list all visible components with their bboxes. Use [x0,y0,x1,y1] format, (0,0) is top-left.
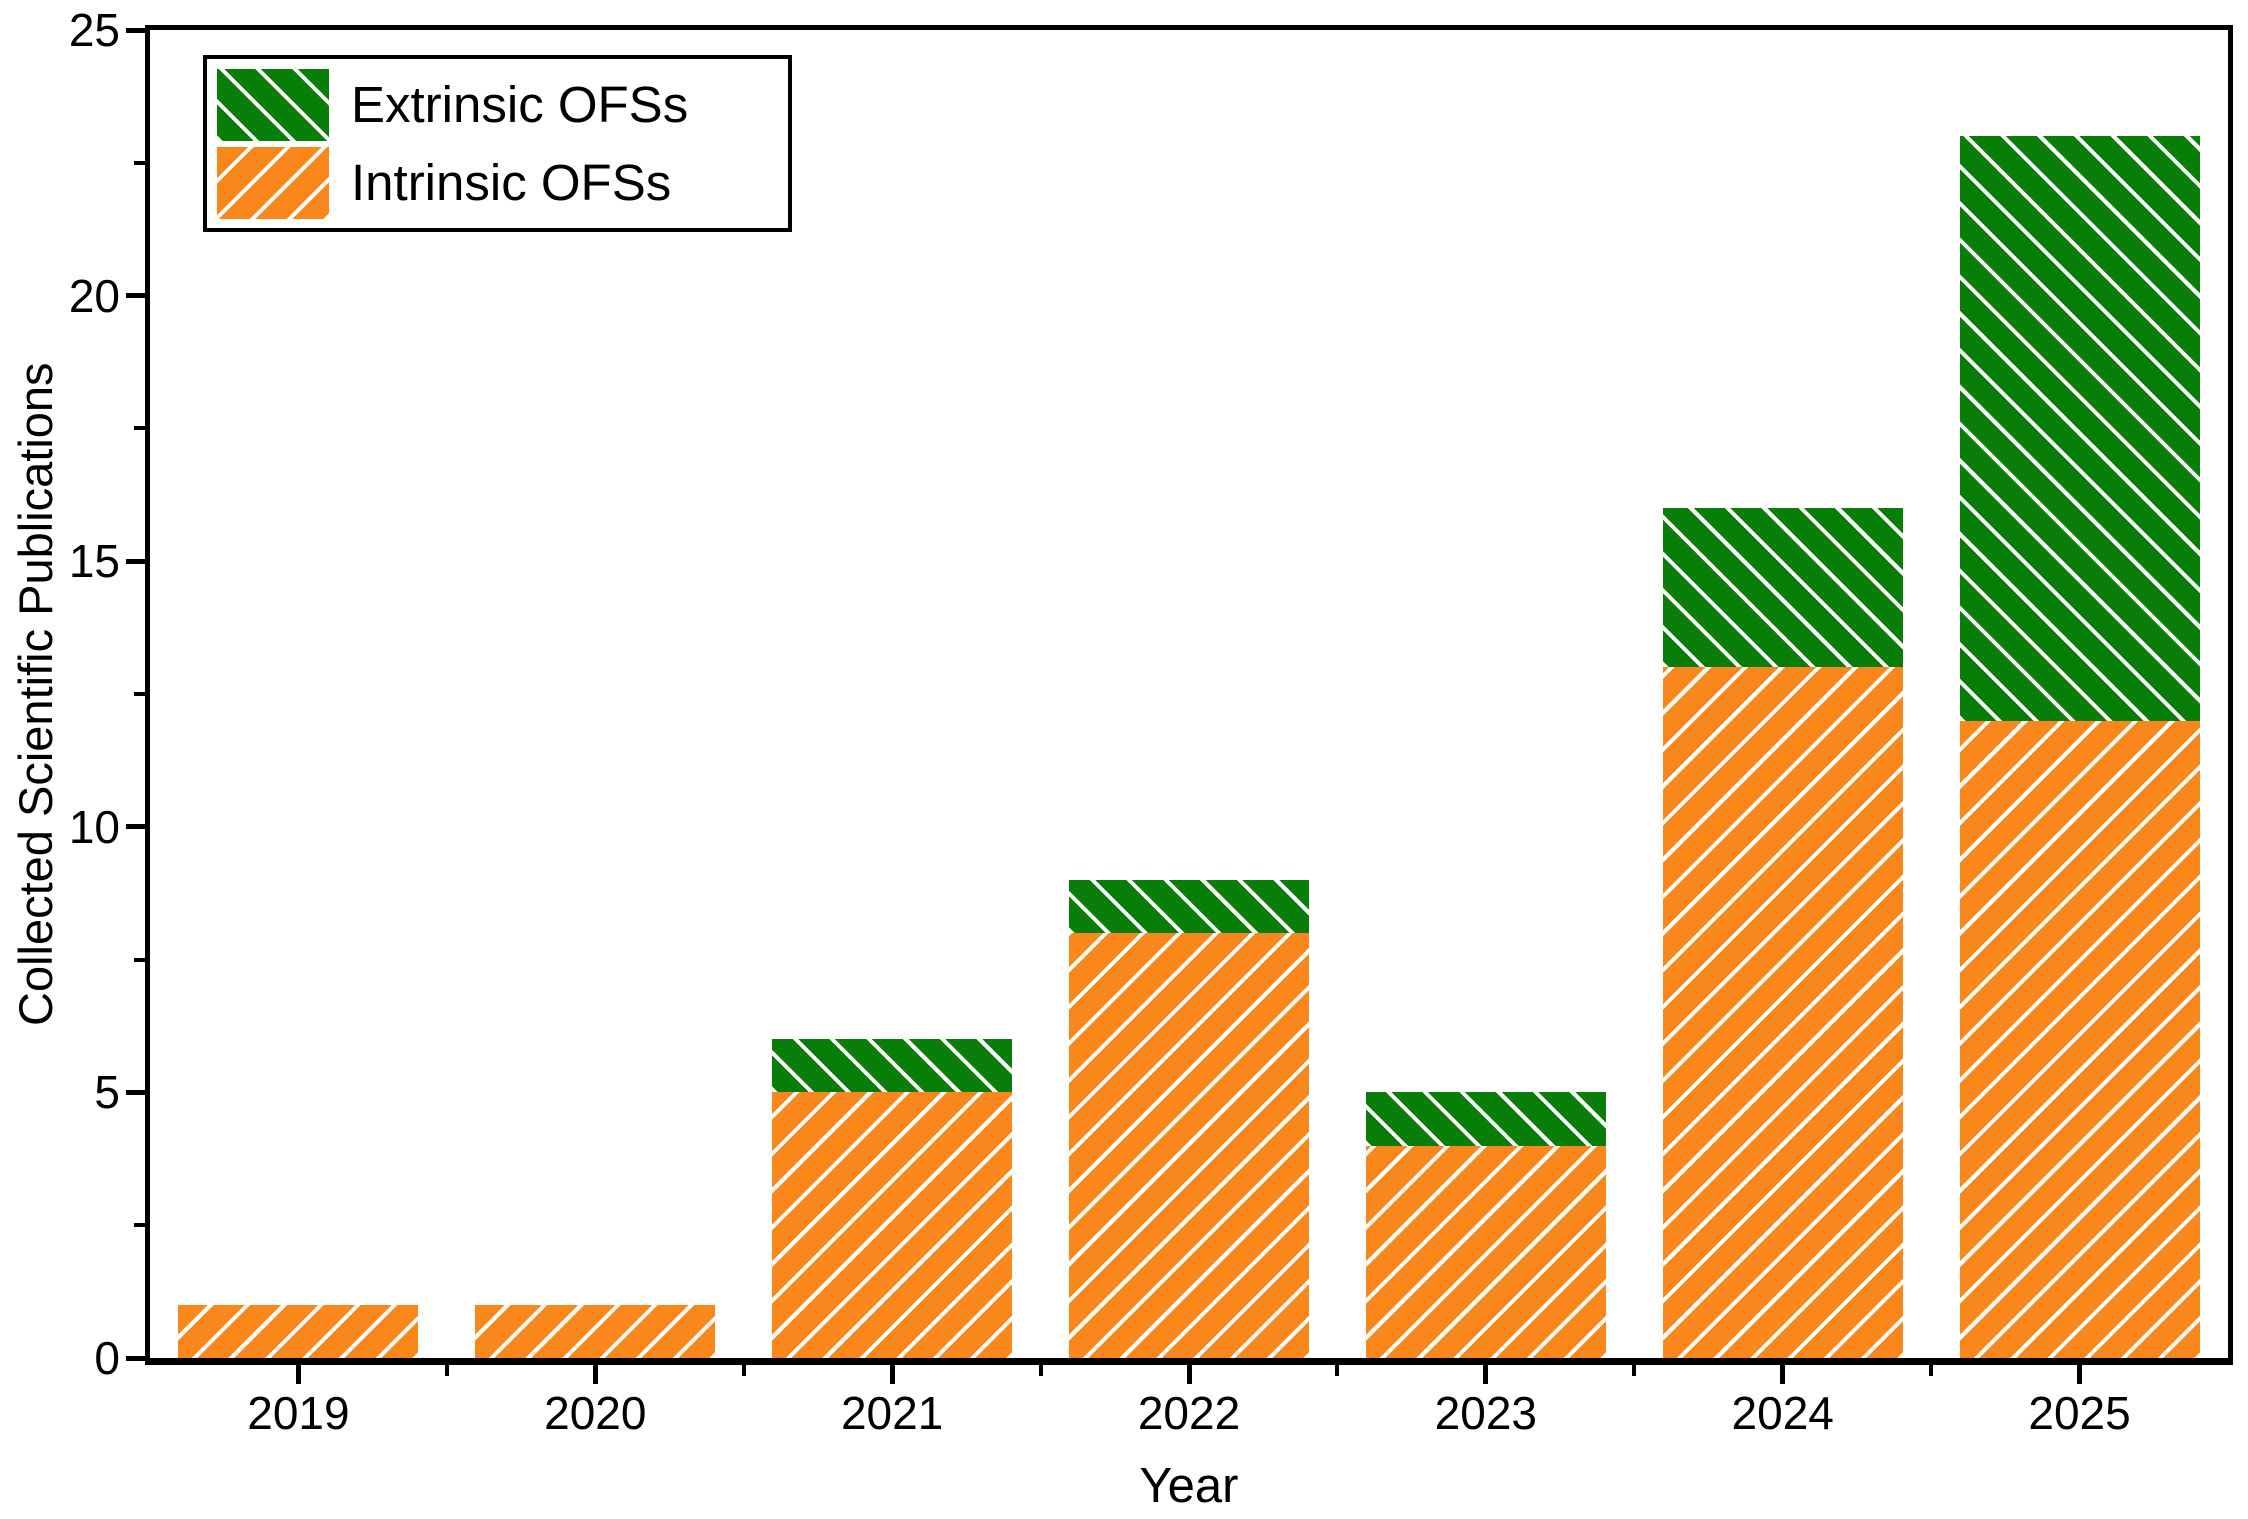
y-tick-minor [134,957,145,962]
x-tick-minor [1632,1365,1637,1376]
bar-2022-extrinsic [1069,879,1309,934]
y-tick-label: 0 [94,1332,120,1384]
bar-2024-extrinsic [1662,508,1903,668]
bar-2023-extrinsic [1365,1092,1606,1146]
legend: Extrinsic OFSs Intrinsic OFSs [203,55,792,232]
x-tick-label: 2020 [544,1387,647,1439]
y-tick-major [126,293,145,299]
y-tick-major [126,27,145,33]
legend-swatch-intrinsic-icon [217,146,329,219]
bar-2019-intrinsic [178,1304,419,1358]
x-tick-major [592,1365,598,1384]
legend-label: Extrinsic OFSs [351,75,689,133]
legend-swatch-extrinsic-icon [217,68,329,141]
x-tick-label: 2023 [1434,1387,1538,1439]
y-tick-minor [134,426,145,431]
bar-2020-intrinsic [475,1304,716,1358]
y-tick-label: 10 [68,800,120,853]
legend-item-extrinsic: Extrinsic OFSs [217,68,778,141]
x-axis-title: Year [1139,1459,1239,1513]
bar-2021-extrinsic [772,1039,1013,1093]
bar-2022-intrinsic [1069,933,1309,1358]
x-tick-major [295,1365,301,1384]
bar-2023-intrinsic [1365,1145,1606,1358]
bar-2024-intrinsic [1662,667,1903,1358]
x-tick-minor [1929,1365,1934,1376]
x-tick-major [1186,1365,1192,1384]
y-tick-major [126,1089,145,1095]
x-tick-minor [1335,1365,1340,1376]
x-tick-minor [741,1365,746,1376]
x-tick-label: 2024 [1731,1387,1834,1439]
x-tick-label: 2025 [2028,1387,2131,1439]
y-tick-major [126,558,145,564]
y-tick-major [126,1355,145,1361]
x-tick-label: 2019 [247,1387,350,1439]
x-tick-label: 2021 [840,1387,944,1439]
legend-item-intrinsic: Intrinsic OFSs [217,146,778,219]
y-tick-minor [134,160,145,165]
bar-2021-intrinsic [772,1092,1013,1358]
legend-label: Intrinsic OFSs [351,153,672,211]
bar-2025-intrinsic [1959,720,2200,1358]
y-tick-minor [134,692,145,696]
y-axis-title: Collected Scientific Publications [9,362,62,1026]
y-tick-major [126,824,145,830]
x-tick-label: 2022 [1137,1387,1241,1439]
x-tick-major [889,1365,895,1384]
x-tick-major [2077,1365,2083,1384]
x-tick-minor [1038,1365,1043,1376]
y-tick-label: 25 [68,4,120,56]
bar-2025-extrinsic [1959,136,2200,721]
x-tick-minor [444,1365,449,1376]
y-tick-label: 5 [94,1066,120,1119]
plot-frame [145,25,2233,1365]
y-tick-minor [134,1223,145,1228]
x-tick-major [1483,1365,1489,1384]
x-tick-major [1780,1365,1786,1384]
y-tick-label: 15 [68,535,120,588]
y-tick-label: 20 [68,269,120,322]
